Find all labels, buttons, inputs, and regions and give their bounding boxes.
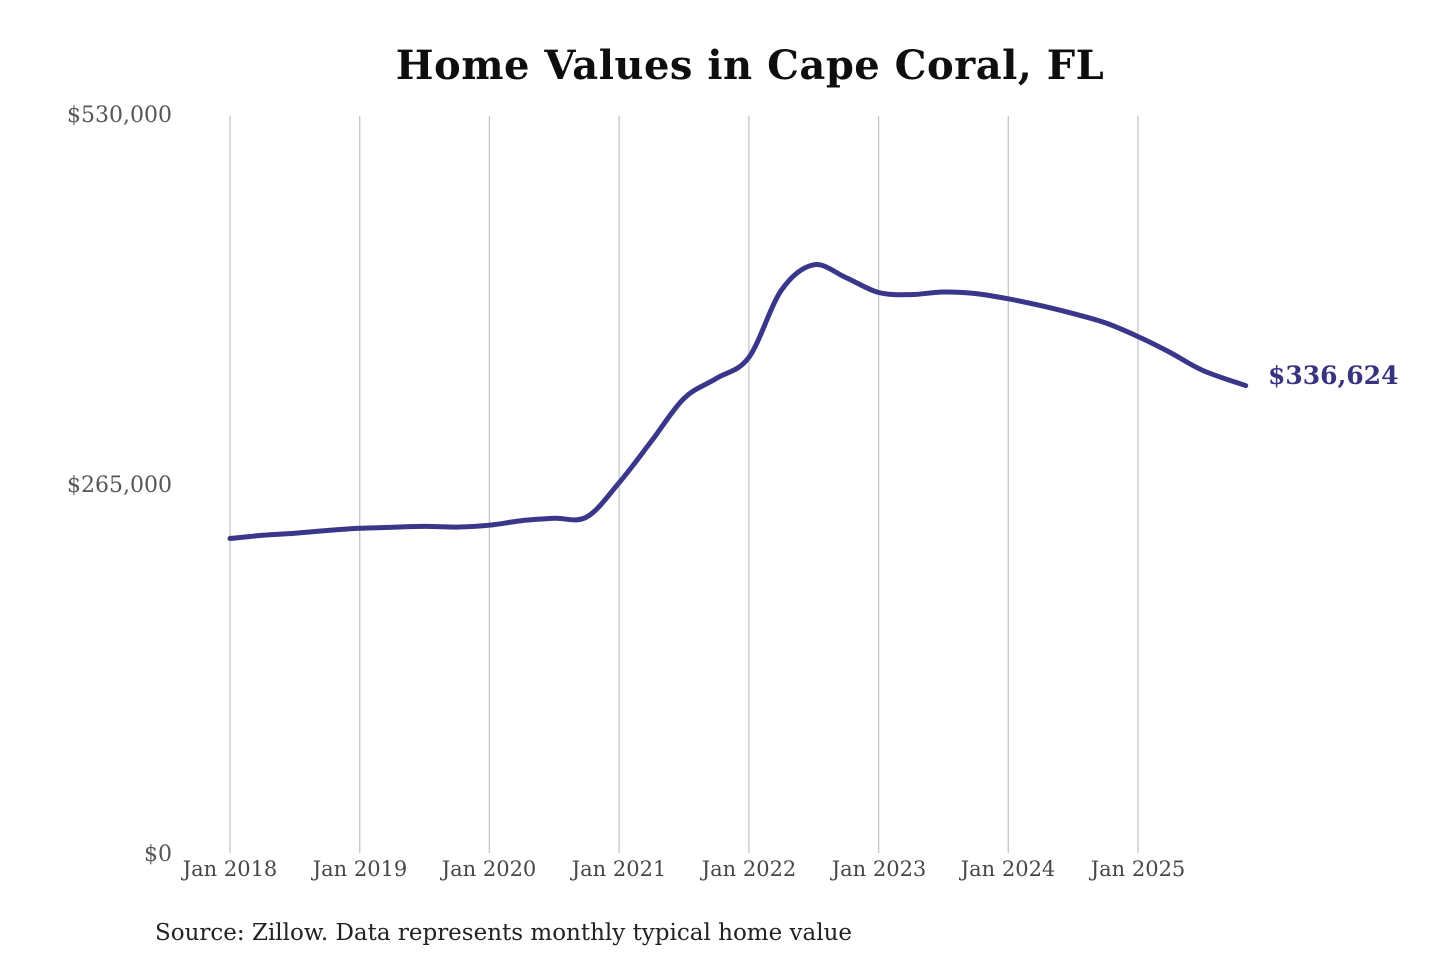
source-note: Source: Zillow. Data represents monthly … [155, 920, 853, 946]
x-tick-label: Jan 2022 [701, 857, 797, 881]
chart-title: Home Values in Cape Coral, FL [395, 42, 1105, 89]
x-tick-label: Jan 2020 [441, 857, 537, 881]
home-value-line [227, 262, 1249, 541]
x-tick-label: Jan 2025 [1090, 857, 1186, 881]
x-tick-label: Jan 2023 [831, 857, 927, 881]
y-tick-label: $265,000 [67, 473, 172, 498]
x-tick-label: Jan 2021 [571, 857, 667, 881]
x-tick-label: Jan 2019 [312, 857, 408, 881]
y-tick-label: $530,000 [67, 103, 172, 128]
gridlines [229, 116, 1139, 853]
x-tick-label: Jan 2024 [960, 857, 1056, 881]
y-tick-label: $0 [144, 842, 172, 867]
x-tick-label: Jan 2018 [182, 857, 278, 881]
current-value-label: $336,624 [1268, 361, 1399, 390]
